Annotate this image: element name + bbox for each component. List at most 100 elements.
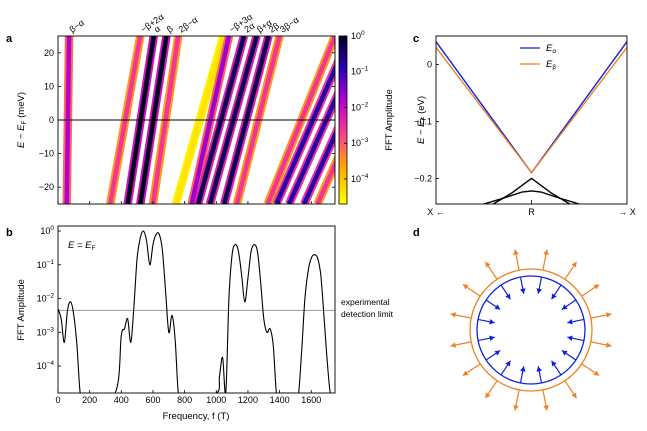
panel-c-bands: 0 −0.1 −0.2 X ← R → X E − EF (eV) Eα Eβ	[414, 35, 636, 217]
panel-b-xtick: 1200	[238, 395, 258, 405]
beta-outward-arrow	[581, 363, 600, 377]
alpha-inward-arrow	[536, 366, 543, 384]
alpha-inward-arrow	[567, 318, 585, 325]
panel-b-ytick: 10−3	[37, 326, 55, 337]
alpha-inward-arrow	[536, 276, 543, 294]
panel-label-c: c	[413, 33, 419, 45]
panel-b-ytick: 10−4	[37, 360, 55, 371]
beta-outward-arrow	[462, 283, 481, 297]
colorbar-label: FFT Amplitude	[384, 89, 395, 151]
alpha-circle	[476, 275, 586, 385]
panel-a-ytick: −20	[39, 182, 54, 192]
band-label: 2α	[242, 21, 256, 35]
panel-c-ytick: −0.2	[414, 173, 432, 183]
panel-b-axes: 0 200 400 600 800 1000 1200 1400 1600 100 10−1 10−2…	[37, 225, 322, 405]
alpha-inward-arrow	[500, 360, 511, 376]
beta-outward-arrow	[564, 261, 578, 280]
panel-c-xtick-left: X ←	[427, 207, 445, 217]
beta-outward-arrow	[513, 249, 520, 271]
panel-b-annotation: E = EF	[68, 240, 96, 252]
alpha-inward-arrow	[551, 360, 562, 376]
panel-a-axes: −20 −10 0 10 20	[39, 48, 335, 204]
panel-c-ylabel: E − EF (eV)	[416, 96, 428, 144]
beta-outward-arrow	[450, 312, 472, 319]
colorbar: 100 10−1 10−2 10−3 10−4 FFT Amplitude	[338, 30, 395, 205]
alpha-inward-arrow	[561, 350, 577, 361]
alpha-inward-arrow	[519, 276, 526, 294]
panel-b-ytick: 10−1	[37, 259, 55, 270]
panel-b-xtick: 1000	[206, 395, 226, 405]
alpha-inward-arrow	[485, 350, 501, 361]
legend-label-beta: Eβ	[546, 59, 556, 71]
panel-a-ytick: −10	[39, 149, 54, 159]
panel-b-frame	[57, 225, 336, 394]
panel-b-xtick: 800	[177, 395, 192, 405]
panel-b-xtick: 600	[145, 395, 160, 405]
panel-b-spectrum: 0 200 400 600 800 1000 1200 1400 1600 100 10−1 10−2…	[16, 225, 394, 422]
panel-b-xtick: 1400	[270, 395, 290, 405]
detection-limit-label-2: detection limit	[341, 309, 394, 319]
panel-c-ytick: 0	[427, 59, 432, 69]
panel-c-xtick-right: → X	[618, 207, 636, 217]
band-line-beta	[436, 46, 627, 174]
colorbar-tick: 10−3	[351, 137, 369, 148]
beta-outward-arrow	[581, 283, 600, 297]
beta-circle	[469, 268, 593, 392]
band-label: β	[165, 23, 175, 34]
panel-b-xlabel: Frequency, f (T)	[163, 411, 230, 422]
band-line-lower-band-2	[492, 177, 571, 204]
panel-a-ylabel: E − EF (meV)	[16, 92, 28, 148]
detection-limit-label-1: experimental	[341, 297, 390, 307]
beta-outward-arrow	[564, 380, 578, 399]
panel-b-ylabel: FFT Amplitude	[16, 279, 27, 341]
alpha-inward-arrow	[485, 299, 501, 310]
panel-label-b: b	[6, 227, 13, 239]
beta-outward-arrow	[590, 312, 612, 319]
alpha-inward-arrow	[477, 318, 495, 325]
colorbar-ticks: 100 10−1 10−2 10−3 10−4	[344, 30, 369, 184]
alpha-inward-arrow	[519, 366, 526, 384]
beta-outward-arrow	[542, 389, 549, 411]
panel-label-a: a	[6, 33, 13, 45]
band-label: 2β−α	[177, 15, 200, 35]
panel-b-xtick: 200	[82, 395, 97, 405]
colorbar-gradient	[338, 35, 348, 205]
beta-outward-arrow	[484, 380, 498, 399]
band-label: 2β	[267, 21, 281, 35]
alpha-inward-arrow	[551, 284, 562, 300]
panel-label-d: d	[413, 227, 420, 239]
beta-outward-arrow	[484, 261, 498, 280]
panel-b-xtick: 400	[114, 395, 129, 405]
colorbar-tick: 10−1	[351, 66, 369, 77]
beta-outward-arrow	[450, 341, 472, 348]
band-14	[300, 124, 335, 204]
panel-d-spin-diagram	[450, 249, 612, 411]
beta-outward-arrow	[462, 363, 481, 377]
panel-b-xtick: 1600	[301, 395, 321, 405]
alpha-inward-arrow	[477, 335, 495, 342]
beta-outward-arrow	[513, 389, 520, 411]
panel-b-ytick: 10−2	[37, 293, 55, 304]
beta-outward-arrow	[590, 341, 612, 348]
colorbar-tick: 10−4	[351, 173, 369, 184]
panel-b-xtick: 0	[55, 395, 60, 405]
colorbar-tick: 100	[351, 30, 365, 41]
panel-a-ytick: 0	[49, 115, 54, 125]
alpha-inward-arrow	[567, 335, 585, 342]
panel-c-ytick: −0.1	[414, 116, 432, 126]
panel-a-ytick: 20	[44, 48, 54, 58]
panel-a-ytick: 10	[44, 81, 54, 91]
legend-label-alpha: Eα	[546, 43, 556, 55]
alpha-inward-arrow	[561, 299, 577, 310]
colorbar-tick: 10−2	[351, 101, 369, 112]
panel-c-band-lines	[436, 41, 627, 204]
panel-c-legend: Eα Eβ	[520, 43, 556, 71]
beta-outward-arrow	[542, 249, 549, 271]
band-label: α	[152, 23, 162, 34]
fft-spectrum-curve	[58, 230, 335, 393]
band-15	[313, 154, 335, 204]
alpha-inward-arrow	[500, 284, 511, 300]
band-label: 3β−α	[278, 15, 301, 35]
